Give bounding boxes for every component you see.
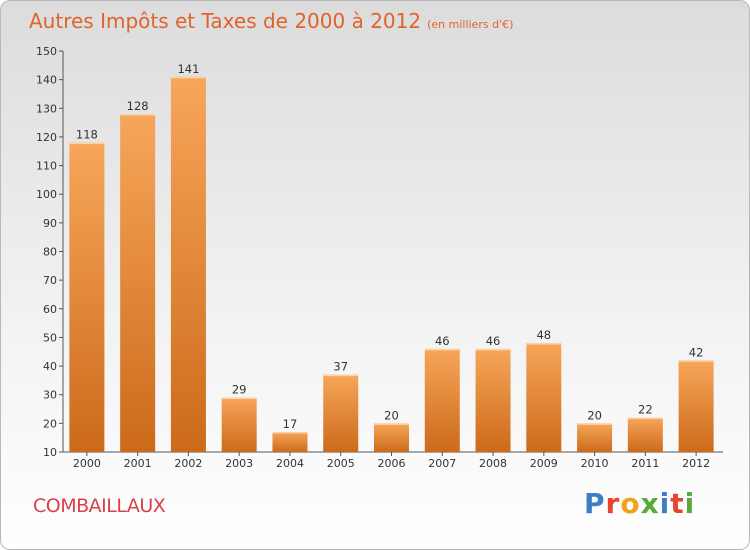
bar-highlight-2012 (678, 360, 714, 362)
logo-letter: i (659, 487, 671, 520)
x-tick-label-2004: 2004 (276, 457, 304, 470)
bar-highlight-2011 (627, 417, 663, 420)
y-tick-label: 120 (36, 131, 57, 144)
data-label-2002: 141 (177, 62, 199, 76)
data-label-2005: 37 (333, 360, 348, 374)
city-name: COMBAILLAUX (33, 495, 166, 517)
y-tick-label: 80 (43, 246, 57, 259)
data-label-2007: 46 (435, 334, 450, 348)
y-tick-label: 130 (36, 102, 57, 115)
bars (69, 76, 714, 453)
bar-highlight-2003 (221, 397, 257, 400)
bar-highlight-2007 (424, 348, 460, 351)
data-label-2011: 22 (638, 403, 653, 417)
y-tick-label: 70 (43, 274, 57, 287)
bar-highlight-2008 (475, 348, 511, 351)
x-tick-label-2010: 2010 (581, 457, 609, 470)
data-label-2009: 48 (536, 328, 551, 342)
data-labels: 118 128 141 29 17 37 20 46 46 48 20 22 42 (76, 62, 704, 431)
x-tick-label-2003: 2003 (225, 457, 253, 470)
x-tick-label-2006: 2006 (378, 457, 406, 470)
x-tick-label-2005: 2005 (327, 457, 355, 470)
chart-unit: (en milliers d'€) (427, 18, 514, 31)
x-tick-label-2007: 2007 (428, 457, 456, 470)
y-tick-label: 50 (43, 331, 57, 344)
bar-highlight-2009 (526, 343, 562, 345)
proxiti-logo: Proxiti (584, 487, 695, 520)
bar-highlight-2006 (374, 423, 409, 425)
bar-highlight-2010 (577, 423, 613, 425)
logo-letter: P (584, 487, 606, 520)
data-label-2012: 42 (689, 345, 704, 359)
logo-letter: o (620, 487, 641, 520)
bar-2008 (475, 348, 511, 452)
logo-letter: r (605, 487, 621, 520)
chart-title: Autres Impôts et Taxes de 2000 à 2012 (en… (29, 9, 513, 33)
x-tick-label-2009: 2009 (530, 457, 558, 470)
data-label-2006: 20 (384, 408, 399, 422)
y-tick-label: 40 (43, 360, 57, 373)
logo-letter: x (640, 487, 660, 520)
bar-2010 (577, 423, 613, 452)
bar-2005 (323, 374, 359, 452)
bar-2009 (526, 343, 562, 452)
y-tick-label: 30 (43, 389, 57, 402)
logo-letter: i (684, 487, 696, 520)
y-tick-label: 100 (36, 188, 57, 201)
y-tick-label: 150 (36, 45, 57, 58)
bar-2000 (69, 142, 105, 452)
y-tick-label: 10 (43, 446, 57, 459)
bar-2007 (424, 348, 460, 452)
data-label-2003: 29 (232, 383, 247, 397)
x-tick-label-2002: 2002 (174, 457, 202, 470)
bar-2002 (170, 76, 206, 453)
y-tick-label: 20 (43, 417, 57, 430)
bar-2001 (120, 114, 156, 452)
data-label-2008: 46 (486, 334, 501, 348)
bar-2011 (627, 417, 663, 452)
chart-title-text: Autres Impôts et Taxes de 2000 à 2012 (29, 9, 422, 33)
bar-highlight-2002 (170, 76, 206, 79)
x-tick-label-2000: 2000 (73, 457, 101, 470)
data-label-2004: 17 (283, 417, 298, 431)
bar-2003 (221, 397, 257, 452)
y-tick-label: 110 (36, 160, 57, 173)
y-tick-label: 60 (43, 303, 57, 316)
x-tick-label-2008: 2008 (479, 457, 507, 470)
y-tick-label: 90 (43, 217, 57, 230)
data-label-2001: 128 (127, 99, 149, 113)
logo-letter: t (670, 487, 685, 520)
axes: 10 20 30 40 50 60 70 80 90 100 110 120 130 140 150 2000… (36, 45, 723, 470)
data-label-2010: 20 (587, 408, 602, 422)
x-tick-label-2012: 2012 (682, 457, 710, 470)
bar-highlight-2000 (69, 142, 105, 145)
x-tick-label-2011: 2011 (631, 457, 659, 470)
x-tick-label-2001: 2001 (124, 457, 152, 470)
bar-highlight-2005 (323, 374, 359, 377)
bar-2004 (272, 431, 308, 452)
bar-highlight-2004 (272, 431, 308, 434)
bar-2012 (678, 360, 714, 452)
data-label-2000: 118 (76, 128, 98, 142)
bar-highlight-2001 (120, 114, 156, 116)
bar-2006 (374, 423, 409, 452)
y-tick-label: 140 (36, 74, 57, 87)
